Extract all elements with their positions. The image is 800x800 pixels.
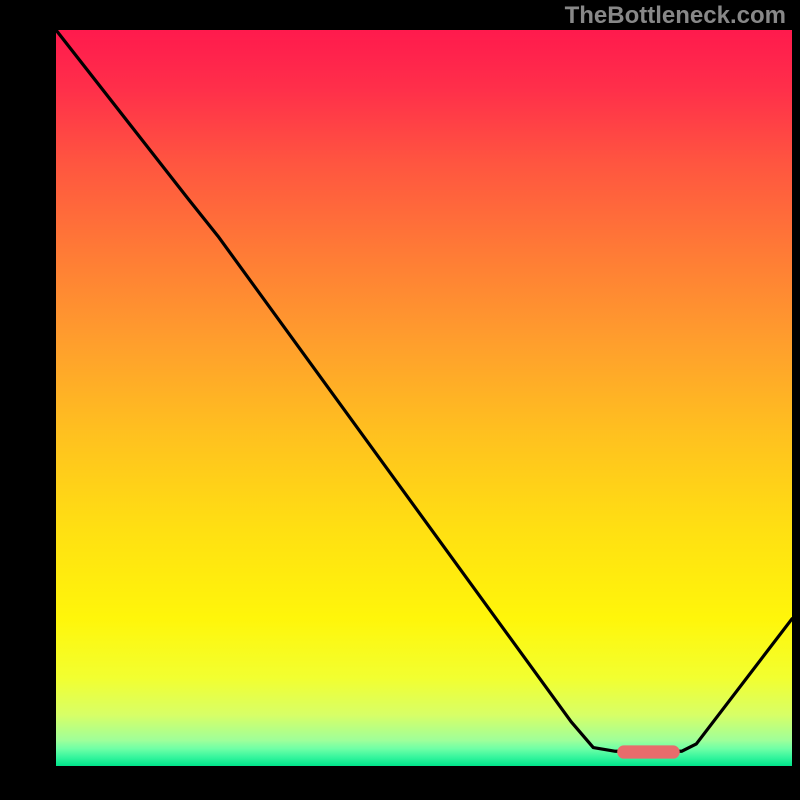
watermark-text: TheBottleneck.com — [565, 2, 786, 30]
green-strip — [56, 740, 792, 766]
chart-container: { "chart": { "type": "line-over-gradient… — [0, 0, 800, 800]
gradient-background — [56, 30, 792, 766]
plot-area — [56, 30, 792, 766]
plot-svg — [56, 30, 792, 766]
optimal-marker — [617, 745, 680, 758]
